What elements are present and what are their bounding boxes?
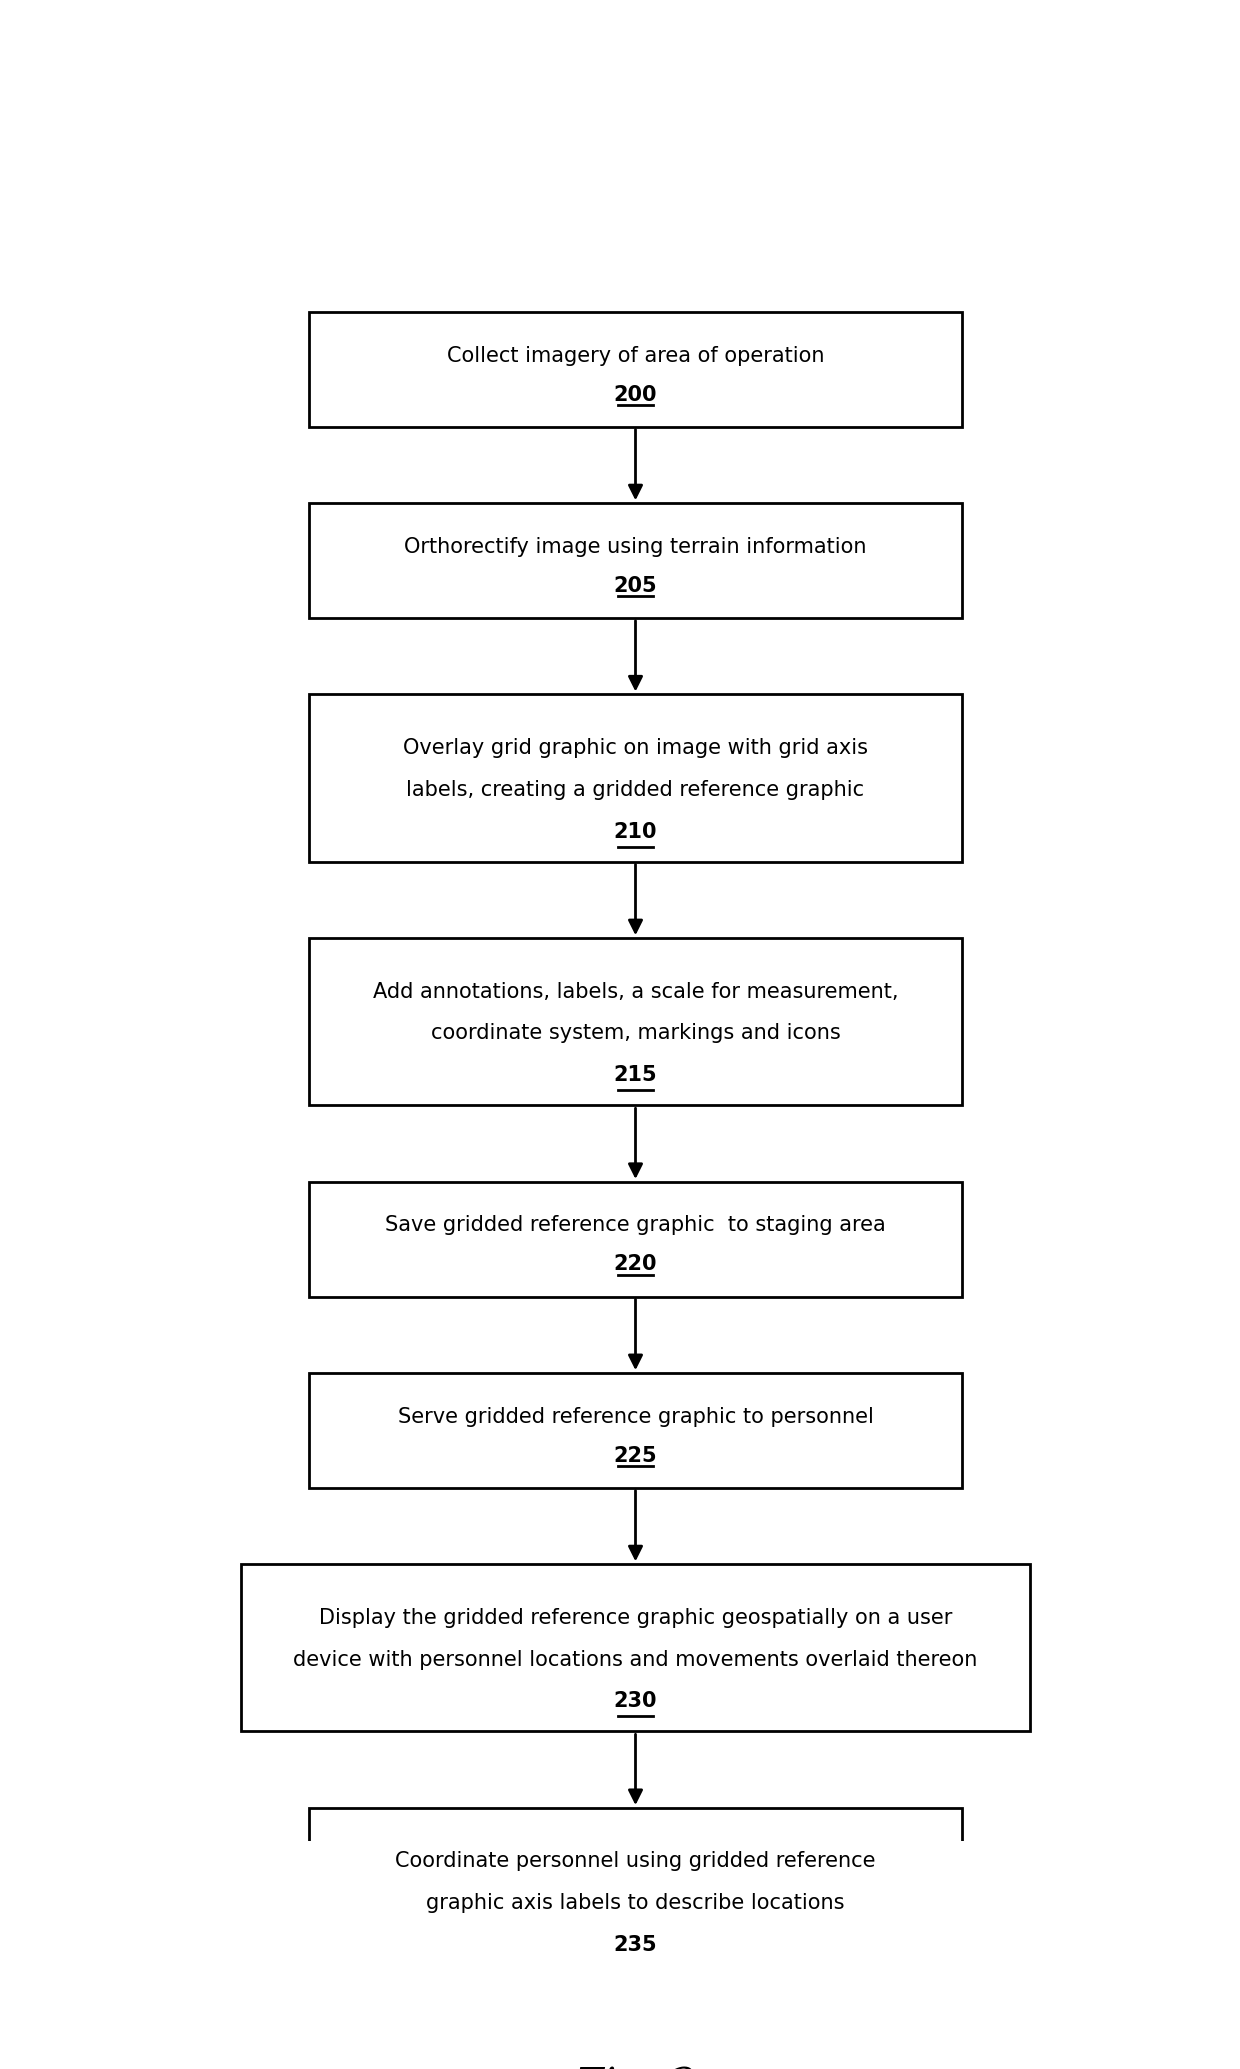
Text: Serve gridded reference graphic to personnel: Serve gridded reference graphic to perso… — [398, 1407, 873, 1428]
Text: Display the gridded reference graphic geospatially on a user: Display the gridded reference graphic ge… — [319, 1608, 952, 1628]
FancyBboxPatch shape — [309, 695, 962, 861]
FancyBboxPatch shape — [242, 1564, 1029, 1732]
Text: Orthorectify image using terrain information: Orthorectify image using terrain informa… — [404, 536, 867, 557]
Text: device with personnel locations and movements overlaid thereon: device with personnel locations and move… — [294, 1649, 977, 1670]
Text: coordinate system, markings and icons: coordinate system, markings and icons — [430, 1024, 841, 1043]
FancyBboxPatch shape — [309, 1374, 962, 1488]
FancyBboxPatch shape — [309, 312, 962, 426]
Text: Add annotations, labels, a scale for measurement,: Add annotations, labels, a scale for mea… — [373, 981, 898, 1001]
FancyBboxPatch shape — [309, 937, 962, 1105]
Text: 230: 230 — [614, 1690, 657, 1711]
Text: 220: 220 — [614, 1254, 657, 1275]
Text: 200: 200 — [614, 385, 657, 406]
Text: Save gridded reference graphic  to staging area: Save gridded reference graphic to stagin… — [386, 1215, 885, 1235]
Text: Collect imagery of area of operation: Collect imagery of area of operation — [446, 346, 825, 366]
Text: Coordinate personnel using gridded reference: Coordinate personnel using gridded refer… — [396, 1852, 875, 1872]
Text: 210: 210 — [614, 821, 657, 842]
FancyBboxPatch shape — [309, 503, 962, 619]
Text: 215: 215 — [614, 1066, 657, 1086]
Text: 225: 225 — [614, 1446, 657, 1465]
Text: labels, creating a gridded reference graphic: labels, creating a gridded reference gra… — [407, 780, 864, 801]
Text: Fig. 2: Fig. 2 — [574, 2065, 697, 2069]
Text: Overlay grid graphic on image with grid axis: Overlay grid graphic on image with grid … — [403, 739, 868, 757]
Text: graphic axis labels to describe locations: graphic axis labels to describe location… — [427, 1893, 844, 1914]
FancyBboxPatch shape — [309, 1808, 962, 1976]
Text: 205: 205 — [614, 575, 657, 596]
Text: 235: 235 — [614, 1935, 657, 1955]
FancyBboxPatch shape — [309, 1181, 962, 1297]
